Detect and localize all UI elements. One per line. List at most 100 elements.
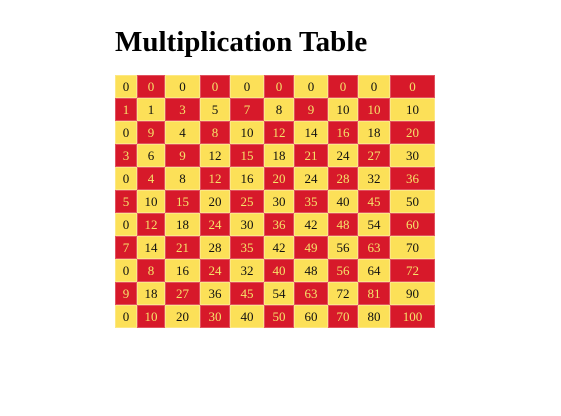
table-cell: 9 <box>294 98 328 121</box>
table-cell: 6 <box>137 144 165 167</box>
table-cell: 20 <box>165 305 200 328</box>
table-cell: 40 <box>264 259 294 282</box>
table-cell: 27 <box>165 282 200 305</box>
table-cell: 16 <box>165 259 200 282</box>
table-cell: 64 <box>358 259 390 282</box>
table-cell: 45 <box>358 190 390 213</box>
table-cell: 16 <box>328 121 358 144</box>
table-cell: 7 <box>230 98 264 121</box>
table-cell: 42 <box>264 236 294 259</box>
table-cell: 14 <box>294 121 328 144</box>
table-cell: 0 <box>115 259 137 282</box>
table-cell: 100 <box>390 305 435 328</box>
table-cell: 12 <box>200 144 230 167</box>
table-cell: 36 <box>264 213 294 236</box>
table-cell: 3 <box>165 98 200 121</box>
table-cell: 8 <box>200 121 230 144</box>
table-cell: 27 <box>358 144 390 167</box>
table-cell: 20 <box>390 121 435 144</box>
table-cell: 0 <box>115 75 137 98</box>
page-title: Multiplication Table <box>115 26 368 58</box>
table-cell: 0 <box>115 213 137 236</box>
table-cell: 16 <box>230 167 264 190</box>
table-cell: 10 <box>328 98 358 121</box>
table-cell: 28 <box>328 167 358 190</box>
table-cell: 0 <box>165 75 200 98</box>
table-cell: 56 <box>328 236 358 259</box>
table-cell: 0 <box>115 121 137 144</box>
table-cell: 24 <box>328 144 358 167</box>
table-cell: 10 <box>137 190 165 213</box>
table-cell: 12 <box>200 167 230 190</box>
table-cell: 8 <box>165 167 200 190</box>
table-cell: 5 <box>200 98 230 121</box>
table-cell: 12 <box>137 213 165 236</box>
table-cell: 1 <box>137 98 165 121</box>
table-cell: 48 <box>294 259 328 282</box>
table-cell: 35 <box>294 190 328 213</box>
table-cell: 10 <box>358 98 390 121</box>
table-cell: 54 <box>264 282 294 305</box>
table-cell: 63 <box>358 236 390 259</box>
table-cell: 90 <box>390 282 435 305</box>
table-cell: 30 <box>264 190 294 213</box>
table-cell: 15 <box>165 190 200 213</box>
table-cell: 9 <box>115 282 137 305</box>
table-cell: 12 <box>264 121 294 144</box>
table-cell: 70 <box>328 305 358 328</box>
table-cell: 72 <box>390 259 435 282</box>
multiplication-table: 0 0 0 0 0 0 0 0 0 0 1 1 3 5 7 8 9 10 10 10 0 9 4 8 10 12 14 16 18 20 3… <box>115 75 435 328</box>
table-cell: 3 <box>115 144 137 167</box>
table-cell: 8 <box>137 259 165 282</box>
table-cell: 0 <box>328 75 358 98</box>
table-cell: 4 <box>165 121 200 144</box>
table-cell: 24 <box>294 167 328 190</box>
table-cell: 9 <box>137 121 165 144</box>
table-cell: 50 <box>390 190 435 213</box>
table-cell: 10 <box>137 305 165 328</box>
table-cell: 60 <box>390 213 435 236</box>
table-cell: 14 <box>137 236 165 259</box>
table-cell: 32 <box>358 167 390 190</box>
table-cell: 0 <box>264 75 294 98</box>
table-cell: 80 <box>358 305 390 328</box>
table-cell: 60 <box>294 305 328 328</box>
table-cell: 9 <box>165 144 200 167</box>
table-cell: 0 <box>115 305 137 328</box>
table-cell: 30 <box>200 305 230 328</box>
table-cell: 0 <box>230 75 264 98</box>
table-cell: 32 <box>230 259 264 282</box>
table-cell: 28 <box>200 236 230 259</box>
table-cell: 18 <box>165 213 200 236</box>
table-cell: 70 <box>390 236 435 259</box>
table-cell: 0 <box>115 167 137 190</box>
table-cell: 56 <box>328 259 358 282</box>
table-cell: 0 <box>390 75 435 98</box>
table-cell: 0 <box>137 75 165 98</box>
table-cell: 54 <box>358 213 390 236</box>
table-cell: 20 <box>264 167 294 190</box>
table-cell: 10 <box>230 121 264 144</box>
table-cell: 72 <box>328 282 358 305</box>
table-cell: 10 <box>390 98 435 121</box>
table-cell: 18 <box>137 282 165 305</box>
table-cell: 49 <box>294 236 328 259</box>
table-cell: 15 <box>230 144 264 167</box>
table-cell: 25 <box>230 190 264 213</box>
table-cell: 30 <box>390 144 435 167</box>
table-cell: 0 <box>358 75 390 98</box>
table-cell: 40 <box>230 305 264 328</box>
table-cell: 45 <box>230 282 264 305</box>
table-cell: 0 <box>294 75 328 98</box>
table-cell: 30 <box>230 213 264 236</box>
table-cell: 4 <box>137 167 165 190</box>
table-cell: 18 <box>358 121 390 144</box>
table-cell: 20 <box>200 190 230 213</box>
table-cell: 40 <box>328 190 358 213</box>
table-cell: 36 <box>200 282 230 305</box>
table-cell: 35 <box>230 236 264 259</box>
table-cell: 81 <box>358 282 390 305</box>
table-cell: 1 <box>115 98 137 121</box>
table-cell: 63 <box>294 282 328 305</box>
table-cell: 24 <box>200 259 230 282</box>
